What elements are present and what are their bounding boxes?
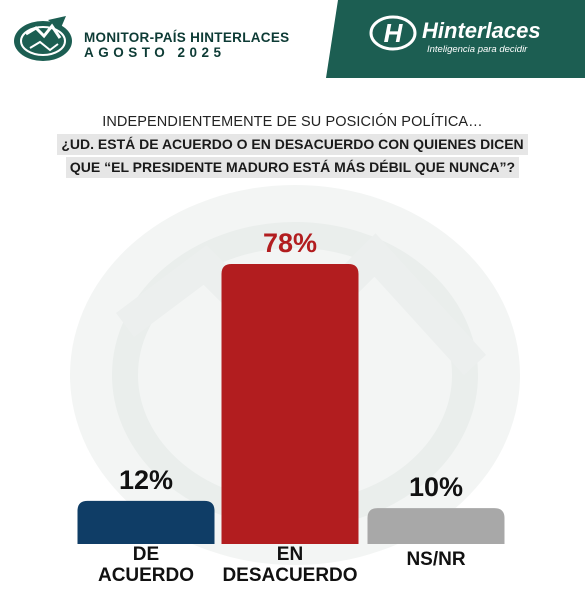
bar-de-acuerdo bbox=[77, 500, 215, 544]
category-label: NS/NR bbox=[406, 549, 465, 570]
monitor-date: AGOSTO 2025 bbox=[84, 45, 226, 60]
bar-en-desacuerdo bbox=[221, 264, 359, 544]
brand-tagline: Inteligencia para decidir bbox=[427, 44, 528, 55]
value-label: 78% bbox=[263, 228, 317, 258]
question: INDEPENDIENTEMENTE DE SU POSICIÓN POLÍTI… bbox=[0, 112, 585, 178]
category-label: DE bbox=[133, 544, 159, 565]
header-background bbox=[326, 0, 585, 78]
category-label: EN bbox=[277, 544, 303, 565]
category-label: DESACUERDO bbox=[222, 565, 357, 586]
value-label: 10% bbox=[409, 472, 463, 502]
svg-text:H: H bbox=[384, 18, 404, 48]
hinterlaces-logo-icon: H bbox=[369, 15, 417, 51]
header: MONITOR-PAÍS HINTERLACES AGOSTO 2025 H H… bbox=[0, 0, 585, 78]
brand-header: H Hinterlaces Inteligencia para decidir bbox=[326, 0, 585, 78]
brand-name: Hinterlaces bbox=[422, 18, 541, 43]
monitor-header: MONITOR-PAÍS HINTERLACES AGOSTO 2025 bbox=[0, 0, 330, 78]
category-label: ACUERDO bbox=[98, 565, 194, 586]
question-line-1: ¿UD. ESTÁ DE ACUERDO O EN DESACUERDO CON… bbox=[57, 134, 528, 155]
question-lead: INDEPENDIENTEMENTE DE SU POSICIÓN POLÍTI… bbox=[102, 114, 483, 130]
globe-logo-icon bbox=[14, 16, 72, 61]
bar-ns-nr bbox=[367, 508, 505, 544]
monitor-title: MONITOR-PAÍS HINTERLACES bbox=[84, 30, 290, 45]
question-line-2: QUE “EL PRESIDENTE MADURO ESTÁ MÁS DÉBIL… bbox=[65, 157, 520, 178]
value-label: 12% bbox=[119, 465, 173, 495]
